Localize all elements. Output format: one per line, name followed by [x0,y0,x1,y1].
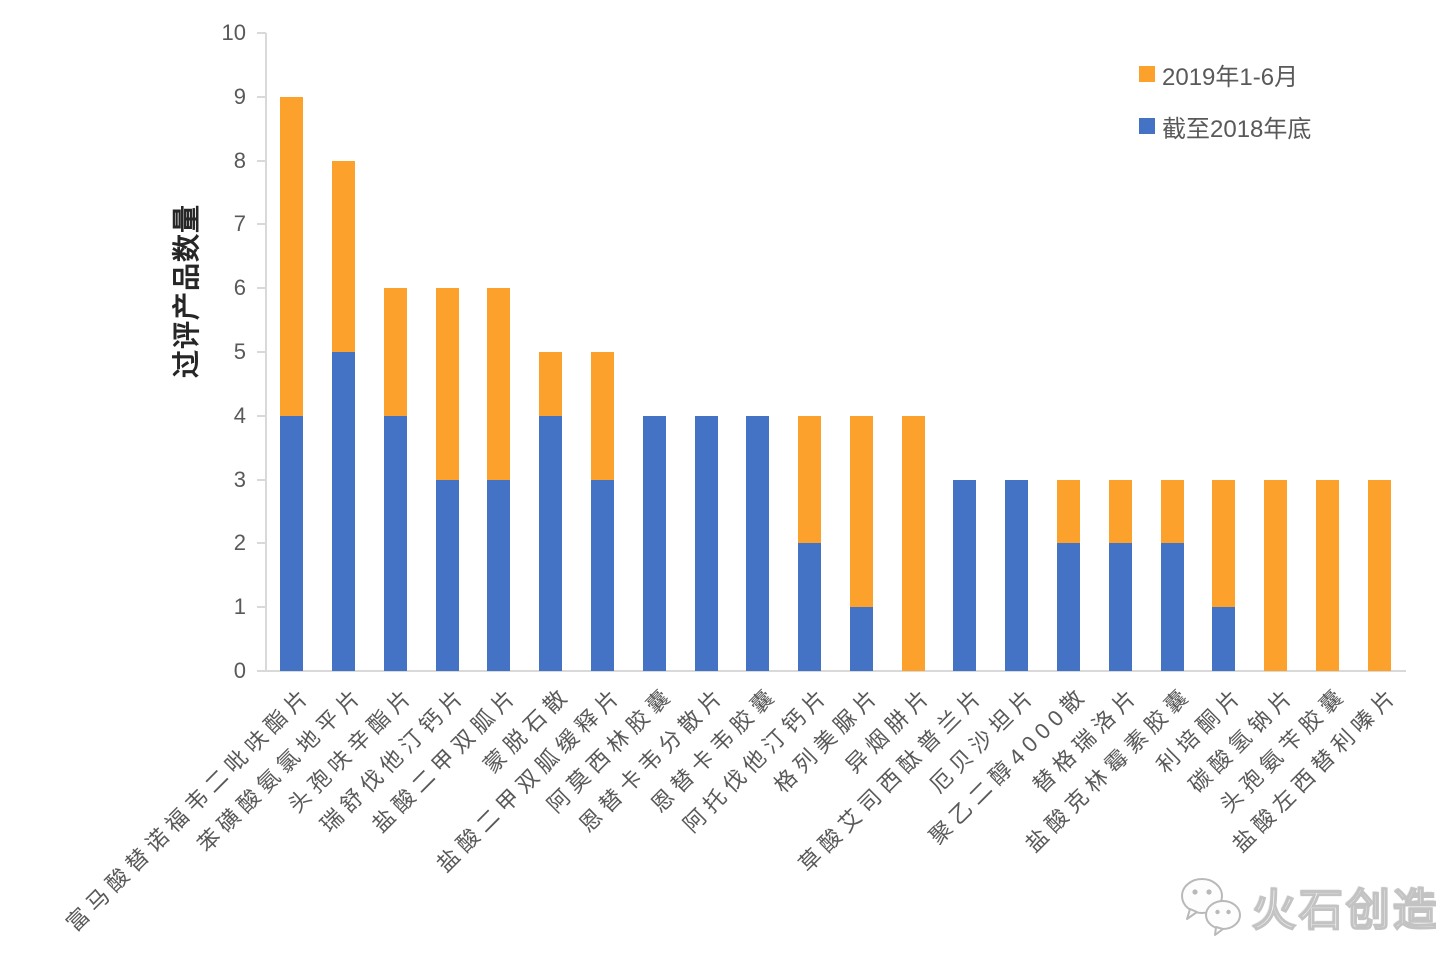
y-tick-mark [257,223,266,226]
legend-label: 截至2018年底 [1162,115,1312,143]
y-tick-label: 10 [221,20,246,45]
y-tick-label: 3 [233,466,246,492]
y-tick-mark [257,351,266,353]
bar-segment-2019年1-6月 [1315,479,1339,671]
y-tick-label: 5 [233,339,246,364]
bar-segment-截至2018年底 [332,352,356,671]
y-tick-mark [257,32,266,34]
y-tick-label: 0 [233,658,246,683]
bar-segment-截至2018年底 [746,415,770,671]
bar-segment-截至2018年底 [383,415,407,671]
y-tick-label: 6 [233,275,246,301]
bar-segment-截至2018年底 [849,607,873,671]
bar-segment-2019年1-6月 [1056,479,1080,544]
y-tick-label: 1 [233,594,246,620]
y-tick-label: 8 [233,147,246,173]
bar-segment-截至2018年底 [1056,543,1080,671]
bar-segment-截至2018年底 [953,479,977,671]
y-tick-mark [257,95,266,98]
y-axis-title: 过评产品数量 [171,203,202,378]
bar-segment-截至2018年底 [642,415,666,671]
bar-segment-2019年1-6月 [1264,479,1288,671]
bar-segment-截至2018年底 [1005,479,1029,671]
legend-swatch-blue [1139,118,1155,134]
bar-segment-2019年1-6月 [1160,479,1184,544]
legend: 2019年1-6月 截至2018年底 [1139,58,1311,162]
bar-segment-2019年1-6月 [539,352,563,416]
watermark: 火石创造 [1180,874,1436,938]
legend-swatch-orange [1139,66,1155,82]
bar-segment-2019年1-6月 [1367,479,1391,671]
x-category-label: 富马酸替诺福韦二吡呋酯片 [61,681,317,937]
bar-segment-2019年1-6月 [901,415,925,671]
bar-segment-2019年1-6月 [591,352,615,480]
bar-segment-2019年1-6月 [280,96,304,416]
bar-segment-截至2018年底 [487,479,511,671]
bar-segment-2019年1-6月 [383,288,407,416]
y-tick-mark [257,287,266,290]
wechat-icon [1181,878,1241,936]
bar-segment-截至2018年底 [1108,543,1132,671]
bar-segment-截至2018年底 [694,415,718,671]
y-tick-mark [257,670,266,672]
watermark-brand: 火石创造 [1251,885,1436,936]
y-tick-mark [257,159,266,162]
bar-segment-截至2018年底 [798,543,822,671]
bar-segment-2019年1-6月 [332,160,356,352]
legend-item-2018: 截至2018年底 [1139,110,1312,143]
bar-segment-截至2018年底 [280,415,304,671]
bar-segment-2019年1-6月 [1212,479,1236,608]
y-tick-mark [257,478,266,481]
legend-item-2019: 2019年1-6月 [1139,58,1311,91]
y-tick-label: 2 [233,530,246,556]
bar-segment-2019年1-6月 [1108,479,1132,544]
bar-segment-2019年1-6月 [487,288,511,480]
bar-segment-截至2018年底 [591,479,615,671]
bar-segment-2019年1-6月 [435,288,459,480]
y-tick-mark [257,414,266,417]
bar-segment-截至2018年底 [435,479,459,671]
bar-segment-截至2018年底 [1160,543,1184,671]
y-tick-label: 7 [233,211,246,237]
y-axis-line [265,33,267,672]
bar-segment-截至2018年底 [1212,607,1236,671]
y-tick-label: 4 [233,402,246,428]
x-axis-line [258,670,1406,672]
legend-label: 2019年1-6月 [1162,63,1299,91]
y-tick-mark [257,542,266,545]
bar-segment-2019年1-6月 [849,415,873,608]
bar-segment-2019年1-6月 [798,415,822,544]
y-tick-mark [257,606,266,609]
bar-segment-截至2018年底 [539,415,563,671]
y-tick-label: 9 [233,83,246,109]
